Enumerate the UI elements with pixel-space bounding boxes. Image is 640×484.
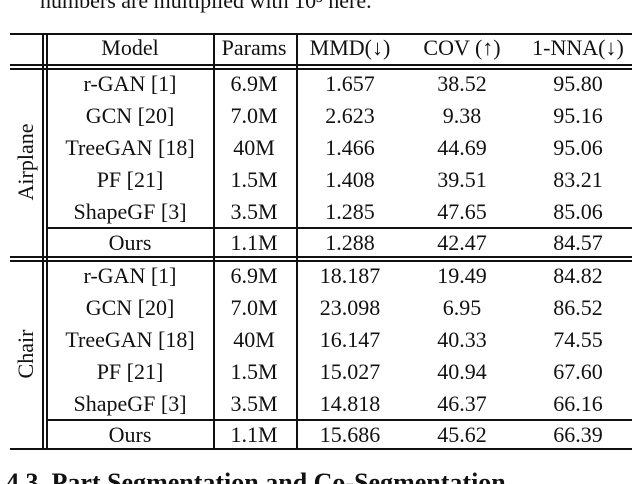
group-label: Airplane (13, 123, 38, 201)
cell: 38.52 (437, 71, 487, 96)
rule (10, 33, 632, 35)
cell: 40M (233, 135, 275, 160)
cell: 18.187 (319, 263, 381, 288)
cell: 15.686 (319, 422, 381, 447)
model-name: ShapeGF [3] (73, 391, 187, 416)
cell: 1.288 (325, 230, 375, 255)
model-name: TreeGAN [18] (65, 135, 195, 160)
rule (296, 33, 298, 449)
cell: 40.94 (437, 359, 487, 384)
cell: 74.55 (553, 327, 603, 352)
cell: 95.16 (553, 103, 603, 128)
rule (10, 260, 632, 262)
cell: 23.098 (319, 295, 381, 320)
rule (10, 64, 632, 66)
cell: 84.82 (553, 263, 603, 288)
cell: 1.1M (230, 230, 278, 255)
column-header: MMD(↓) (309, 35, 391, 60)
cell: 1.657 (325, 71, 375, 96)
cell: 83.21 (553, 167, 603, 192)
cell: 1.1M (230, 422, 278, 447)
cell: 16.147 (319, 327, 381, 352)
cell: 1.5M (230, 167, 278, 192)
cell: 1.5M (230, 359, 278, 384)
cell: 66.39 (553, 422, 603, 447)
rule (46, 33, 48, 449)
cell: 19.49 (437, 263, 487, 288)
model-name: GCN [20] (85, 295, 175, 320)
rule (213, 33, 215, 449)
cell: 47.65 (437, 199, 487, 224)
model-name: r-GAN [1] (83, 71, 177, 96)
rule (47, 419, 632, 421)
cell: 44.69 (437, 135, 487, 160)
cell: 39.51 (437, 167, 487, 192)
cell: 95.80 (553, 71, 603, 96)
model-name: r-GAN [1] (83, 263, 177, 288)
cell: 15.027 (319, 359, 381, 384)
cell: 40M (233, 327, 275, 352)
cell: 84.57 (553, 230, 603, 255)
cell: 67.60 (553, 359, 603, 384)
cell: 45.62 (437, 422, 487, 447)
cell: 85.06 (553, 199, 603, 224)
column-header: Params (221, 35, 287, 60)
model-name: Ours (108, 422, 152, 447)
cell: 3.5M (230, 391, 278, 416)
model-name: ShapeGF [3] (73, 199, 187, 224)
cell: 1.285 (325, 199, 375, 224)
group-label: Chair (13, 329, 38, 379)
column-header: 1-NNA(↓) (532, 35, 624, 60)
rule (47, 227, 632, 229)
model-name: TreeGAN [18] (65, 327, 195, 352)
cell: 42.47 (437, 230, 487, 255)
cell: 46.37 (437, 391, 487, 416)
cell: 7.0M (230, 103, 278, 128)
cell: 66.16 (553, 391, 603, 416)
cell: 86.52 (553, 295, 603, 320)
cell: 1.466 (325, 135, 375, 160)
rule (10, 448, 632, 450)
cell: 14.818 (319, 391, 381, 416)
cell: 6.95 (442, 295, 482, 320)
cell: 95.06 (553, 135, 603, 160)
cell: 2.623 (325, 103, 375, 128)
model-name: PF [21] (96, 167, 164, 192)
cell: 6.9M (230, 263, 278, 288)
model-name: Ours (108, 230, 152, 255)
model-name: GCN [20] (85, 103, 175, 128)
section-heading: 4.3. Part Segmentation and Co-Segmentati… (6, 468, 506, 484)
cell: 1.408 (325, 167, 375, 192)
rule (10, 256, 632, 258)
rule (42, 33, 44, 449)
cell: 3.5M (230, 199, 278, 224)
cell: 6.9M (230, 71, 278, 96)
column-header: Model (101, 35, 159, 60)
rule (10, 68, 632, 70)
cell: 9.38 (442, 103, 482, 128)
cell: 7.0M (230, 295, 278, 320)
caption-fragment: numbers are multiplied with 10³ here. (40, 0, 372, 13)
cell: 40.33 (437, 327, 487, 352)
model-name: PF [21] (96, 359, 164, 384)
column-header: COV (↑) (423, 35, 501, 60)
